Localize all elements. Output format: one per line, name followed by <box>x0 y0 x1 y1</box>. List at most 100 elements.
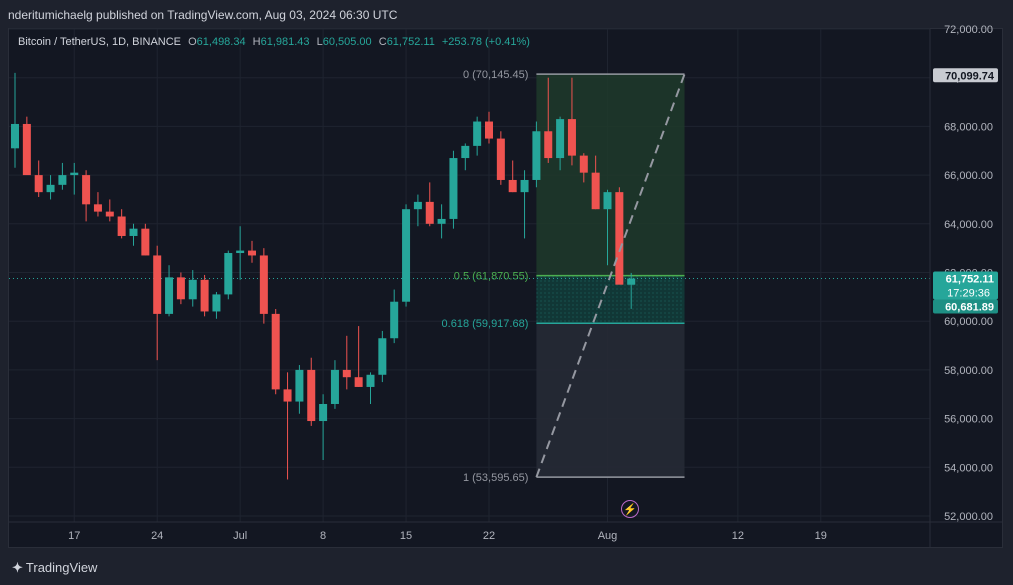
candle-body[interactable] <box>390 301 399 339</box>
candle-body[interactable] <box>532 131 541 180</box>
candle-body[interactable] <box>46 184 55 193</box>
fib-zone-0.618-1 <box>536 323 685 478</box>
fib-level-label-0: 0 (70,145.45) <box>463 69 528 81</box>
candle-body[interactable] <box>248 250 256 256</box>
price-tag <box>933 271 998 300</box>
x-tick-label: 15 <box>400 530 412 542</box>
candle-body[interactable] <box>11 123 19 149</box>
candle-body[interactable] <box>354 377 363 387</box>
candle-body[interactable] <box>567 119 576 156</box>
candle-body[interactable] <box>82 175 91 205</box>
price-tag-label: 61,752.11 <box>946 274 994 286</box>
fib-level-label-0.618: 0.618 (59,917.68) <box>442 318 529 330</box>
symbol-label: Bitcoin / TetherUS, 1D, BINANCE <box>18 36 182 48</box>
flash-icon[interactable]: ⚡ <box>621 500 639 518</box>
candle-body[interactable] <box>413 201 422 210</box>
price-tag-label: 60,681.89 <box>945 302 994 314</box>
candle-body[interactable] <box>449 158 458 219</box>
candle-body[interactable] <box>402 209 411 302</box>
y-tick-label: 72,000.00 <box>944 24 993 36</box>
candle-body[interactable] <box>437 218 446 224</box>
brand-label: TradingView <box>25 560 98 575</box>
candle-body[interactable] <box>319 403 328 422</box>
candle-body[interactable] <box>176 277 185 300</box>
candle-body[interactable] <box>556 119 565 159</box>
y-tick-label: 66,000.00 <box>944 170 993 182</box>
y-tick-label: 54,000.00 <box>944 462 993 474</box>
candle-body[interactable] <box>200 279 209 312</box>
candle-body[interactable] <box>165 277 174 314</box>
candle-body[interactable] <box>591 172 600 210</box>
y-tick-label: 58,000.00 <box>944 365 993 377</box>
candle-body[interactable] <box>615 192 624 285</box>
candle-body[interactable] <box>212 294 221 312</box>
candle-body[interactable] <box>330 369 339 404</box>
y-tick-label: 52,000.00 <box>944 511 993 523</box>
candle-body[interactable] <box>34 175 43 193</box>
candle-body[interactable] <box>259 255 268 314</box>
x-tick-label: Jul <box>233 530 247 542</box>
open-value: 61,498.34 <box>196 36 246 48</box>
candle-body[interactable] <box>485 121 493 139</box>
candle-body[interactable] <box>58 175 67 185</box>
open-label: O <box>188 36 197 48</box>
x-tick-label: 17 <box>68 530 80 542</box>
candle-body[interactable] <box>283 389 292 402</box>
candle-body[interactable] <box>544 131 553 159</box>
candle-body[interactable] <box>188 279 197 300</box>
candle-body[interactable] <box>295 369 304 402</box>
candle-body[interactable] <box>22 123 31 176</box>
top-bar: nderitumichaelg published on TradingView… <box>0 0 1013 28</box>
candle-body[interactable] <box>461 145 470 159</box>
x-tick-label: 22 <box>483 530 495 542</box>
tradingview-logo-icon: ✦ <box>12 560 23 575</box>
candle-body[interactable] <box>224 253 233 295</box>
candle-body[interactable] <box>378 338 387 375</box>
candle-body[interactable] <box>366 374 375 387</box>
low-value: 60,505.00 <box>322 36 372 48</box>
candle-body[interactable] <box>603 192 612 210</box>
candle-body[interactable] <box>520 179 529 193</box>
x-tick-label: 12 <box>732 530 744 542</box>
footer: ✦ TradingView <box>0 548 1013 585</box>
candle-body[interactable] <box>496 138 505 180</box>
candle-body[interactable] <box>117 216 126 236</box>
high-label: H <box>252 36 261 48</box>
trend-line[interactable] <box>535 73 686 478</box>
candle-body[interactable] <box>93 204 102 212</box>
candle-body[interactable] <box>105 211 114 217</box>
candle-body[interactable] <box>236 250 245 254</box>
candle-body[interactable] <box>70 172 79 176</box>
brand[interactable]: ✦ TradingView <box>12 560 97 576</box>
high-value: 61,981.43 <box>260 36 310 48</box>
y-tick-label: 64,000.00 <box>944 219 993 231</box>
candle-body[interactable] <box>129 228 138 236</box>
fib-level-label-1: 1 (53,595.65) <box>463 472 528 484</box>
y-tick-label: 60,000.00 <box>944 316 993 328</box>
fib-zone-texture <box>536 275 685 324</box>
fib-level-label-0.5: 0.5 (61,870.55) <box>454 271 529 283</box>
candle-body[interactable] <box>473 121 482 146</box>
x-tick-label: Aug <box>598 530 618 542</box>
candle-body[interactable] <box>307 369 316 422</box>
close-label: C <box>378 36 387 48</box>
candle-body[interactable] <box>271 313 280 390</box>
chart-frame[interactable] <box>8 28 1003 548</box>
price-tag <box>933 68 998 83</box>
candle-body[interactable] <box>141 228 150 256</box>
x-tick-label: 24 <box>151 530 163 542</box>
candle-body[interactable] <box>627 278 636 285</box>
y-tick-label: 68,000.00 <box>944 121 993 133</box>
price-tag-label: 70,099.74 <box>945 70 995 82</box>
publisher-line: nderitumichaelg published on TradingView… <box>8 8 398 22</box>
change-value: +253.78 (+0.41%) <box>441 36 530 48</box>
candle-body[interactable] <box>153 255 162 314</box>
candle-body[interactable] <box>425 201 434 224</box>
low-label: L <box>316 36 323 48</box>
price-tag-countdown: 17:29:36 <box>947 288 990 300</box>
chart-legend: Bitcoin / TetherUS, 1D, BINANCE O61,498.… <box>18 36 530 48</box>
candle-body[interactable] <box>342 369 351 378</box>
candle-body[interactable] <box>508 179 517 193</box>
candle-body[interactable] <box>579 155 588 173</box>
